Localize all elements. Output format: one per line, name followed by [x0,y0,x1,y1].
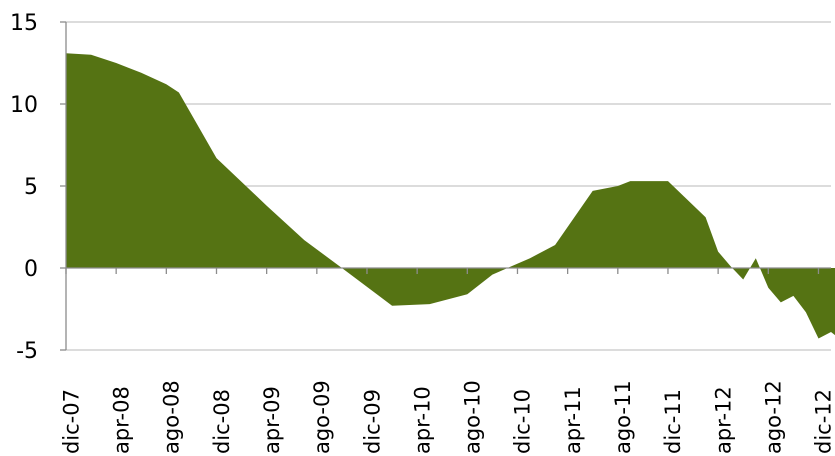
x-tick-label: ago-12 [762,380,786,454]
x-tick-label: dic-10 [511,389,535,454]
area-series [66,53,835,339]
x-tick-label: dic-08 [210,389,234,454]
x-tick-label: apr-10 [410,386,434,454]
x-tick-label: ago-11 [611,380,635,454]
y-tick-label: -5 [16,339,38,364]
x-axis-tick-labels: dic-07 apr-08 ago-08 dic-08 apr-09 ago-09 dic-… [59,380,835,454]
x-tick-label: dic-09 [360,389,384,454]
x-tick-label: ago-08 [160,380,184,454]
x-tick-label: apr-11 [561,386,585,454]
area-fill [66,53,835,339]
x-tick-label: dic-12 [812,389,835,454]
axes [60,21,831,351]
y-tick-label: 5 [24,175,38,200]
x-tick-label: ago-10 [461,380,485,454]
y-tick-label: 0 [24,257,38,282]
x-tick-label: apr-12 [711,386,735,454]
x-tick-label: dic-11 [661,389,685,454]
x-tick-label: ago-09 [310,380,334,454]
y-tick-label: 10 [10,93,38,118]
x-tick-label: apr-09 [260,386,284,454]
y-axis-tick-labels: -5 0 5 10 15 [10,11,38,364]
x-tick-label: dic-07 [59,389,83,454]
y-tick-label: 15 [10,11,38,36]
x-tick-label: apr-08 [109,386,133,454]
